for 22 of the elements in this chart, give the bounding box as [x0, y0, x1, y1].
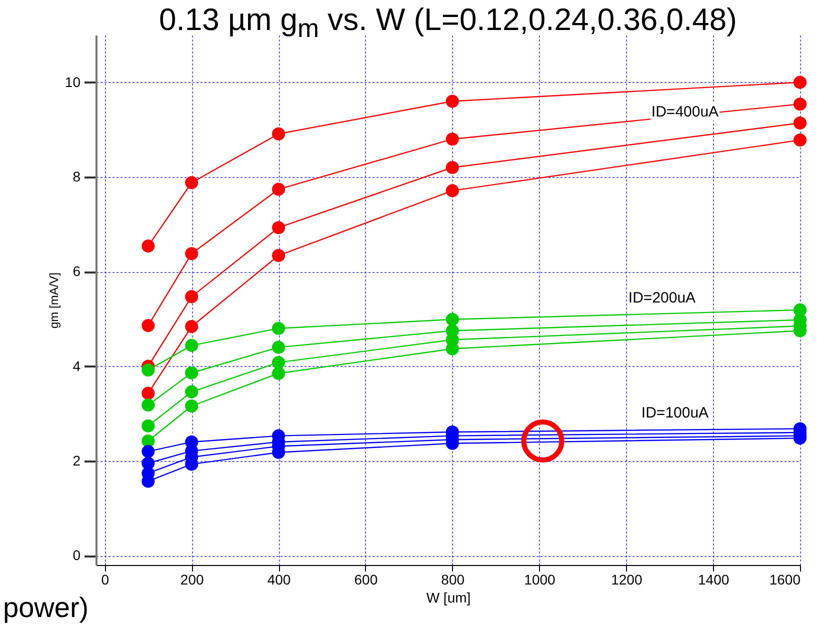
- y-tick-label: 10: [64, 74, 81, 90]
- y-tick-label: 4: [72, 358, 81, 374]
- y-tick-label: 0: [72, 547, 81, 564]
- x-axis-title: W [um]: [426, 590, 471, 606]
- text: power): [2, 592, 90, 624]
- x-tick-label: 200: [180, 572, 204, 588]
- x-tick-label: 0: [101, 572, 110, 588]
- y-tick-label: 2: [72, 452, 81, 468]
- x-tick-label: 1400: [698, 572, 730, 588]
- x-tick-label: 1000: [524, 572, 556, 588]
- y-tick-label: 8: [72, 168, 81, 184]
- y-axis-title: gm [mA/V]: [46, 272, 61, 329]
- chart-title: 0.13 µm g$_{m}$ vs. W (L=0.12,0.24,0.36,0.48): [158, 2, 738, 44]
- x-tick-label: 800: [441, 572, 465, 588]
- x-tick-label: 1600: [769, 572, 801, 588]
- y-tick-label: 6: [72, 263, 81, 280]
- x-tick-label: 600: [354, 572, 378, 588]
- annotation: ID=400uA: [650, 104, 720, 120]
- x-tick-label: 400: [267, 572, 291, 588]
- annotation: ID=100uA: [640, 404, 710, 422]
- x-tick-label: 1200: [611, 572, 642, 588]
- annotation: ID=200uA: [627, 290, 697, 306]
